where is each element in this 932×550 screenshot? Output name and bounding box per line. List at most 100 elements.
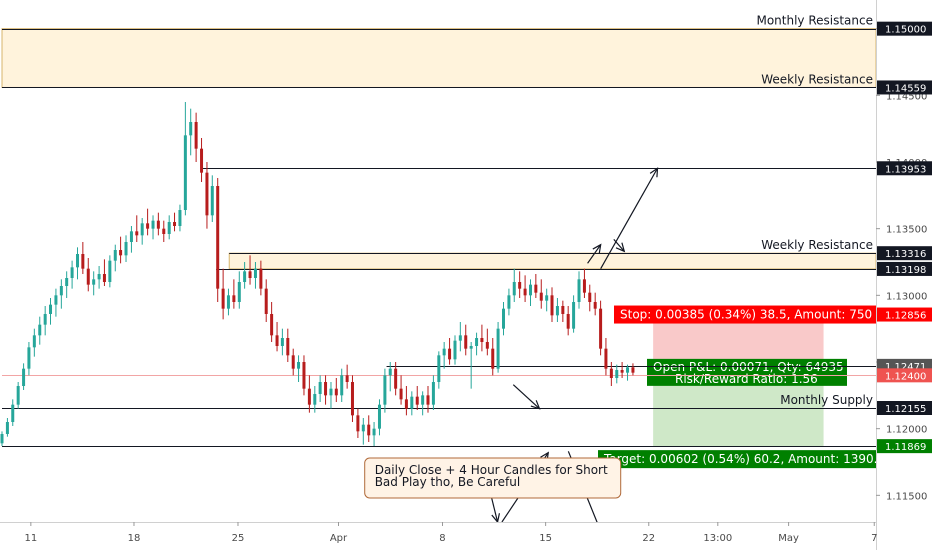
x-tick-label: 8	[439, 533, 445, 544]
candle-body	[426, 395, 430, 405]
candle-body	[502, 308, 506, 329]
candle-body	[86, 268, 90, 285]
line-labels-layer: Monthly Resistance Weekly Resistance Weekl…	[756, 14, 873, 407]
price-tag-text: 1.15000	[885, 25, 926, 36]
arrow-head	[592, 243, 602, 254]
candle-body	[626, 367, 630, 373]
candle-body	[194, 122, 198, 149]
arrow-line	[512, 384, 540, 410]
candle-body	[189, 122, 193, 136]
candle-body	[92, 279, 96, 285]
candle-body	[221, 288, 225, 309]
x-tick-label: Apr	[330, 533, 348, 544]
candle-body	[32, 335, 36, 348]
candle-body	[372, 428, 376, 436]
candle-body	[480, 338, 484, 342]
x-tick-label: 11	[24, 533, 37, 544]
candle-body	[291, 355, 295, 369]
candle-body	[404, 399, 408, 409]
candle-body	[491, 348, 495, 369]
price-tag-text: 1.13953	[885, 164, 926, 175]
candle-body	[529, 284, 533, 296]
candle-body	[458, 335, 462, 341]
candle-body	[367, 424, 371, 436]
candles-layer	[0, 102, 635, 446]
candle-body	[270, 314, 274, 336]
arrow-line	[613, 238, 625, 252]
candle-body	[210, 186, 214, 216]
x-tick-label: 18	[128, 533, 141, 544]
candle-body	[361, 424, 365, 432]
candle-body	[167, 222, 171, 234]
candle-body	[582, 279, 586, 293]
time-axis-bg	[0, 522, 876, 550]
price-tag	[877, 161, 932, 176]
rr-text: Risk/Reward Ratio: 1.56	[675, 372, 818, 386]
candle-body	[383, 375, 387, 405]
candle-body	[545, 295, 549, 301]
candle-body	[599, 308, 603, 349]
candle-body	[550, 295, 554, 316]
arrow-head	[649, 167, 659, 178]
candle-body	[11, 404, 15, 422]
candle-body	[512, 282, 516, 296]
price-tag	[877, 246, 932, 261]
price-tag	[877, 261, 932, 276]
candle-body	[593, 302, 597, 309]
resistance-zone	[228, 252, 877, 270]
candle-body	[555, 306, 559, 316]
note-text: Daily Close + 4 Hour Candles for Short	[375, 463, 608, 477]
x-tick-label: 15	[539, 533, 552, 544]
candle-body	[469, 346, 473, 349]
candle-body	[350, 382, 354, 416]
y-tick-label: 1.11500	[886, 491, 927, 502]
candle-body	[485, 342, 489, 349]
candle-body	[59, 286, 63, 296]
x-tick-label: 7	[871, 533, 877, 544]
x-tick-label: 22	[642, 533, 655, 544]
time-axis[interactable]: 11 18 25 Apr 8 15 22 13:00 May 7	[0, 522, 877, 550]
candle-body	[399, 388, 403, 400]
y-tick-label: 1.13000	[886, 291, 927, 302]
candle-body	[453, 340, 457, 360]
candle-body	[388, 368, 392, 376]
candle-body	[140, 223, 144, 236]
price-tag-text: 1.13198	[885, 265, 926, 276]
price-tag-text: 1.12400	[885, 371, 926, 382]
price-tag	[877, 368, 932, 383]
candle-body	[410, 396, 414, 409]
note-box	[364, 457, 622, 499]
note-layer: Daily Close + 4 Hour Candles for ShortBa…	[364, 457, 622, 499]
candle-body	[280, 338, 284, 346]
candle-body	[16, 386, 20, 405]
price-tag	[877, 21, 932, 36]
zones-layer	[1, 28, 877, 270]
candle-body	[561, 306, 565, 314]
candle-body	[22, 368, 26, 386]
candle-body	[437, 355, 441, 382]
candle-body	[345, 375, 349, 382]
candle-body	[173, 222, 177, 226]
candle-body	[475, 338, 479, 346]
candle-body	[313, 394, 317, 405]
price-tag-text: 1.12856	[885, 311, 926, 322]
note-text: Bad Play tho, Be Careful	[375, 475, 521, 489]
candle-body	[76, 254, 80, 268]
price-tag	[877, 401, 932, 415]
candle-body	[421, 395, 425, 405]
candle-body	[442, 348, 446, 356]
candle-body	[248, 271, 252, 278]
target-label-box	[598, 450, 876, 469]
level-label: Weekly Resistance	[761, 238, 873, 252]
candle-body	[609, 368, 613, 378]
y-tick-label: 1.12000	[886, 425, 927, 436]
candle-body	[631, 367, 635, 373]
candle-body	[70, 267, 74, 278]
candle-body	[620, 370, 624, 373]
candle-body	[146, 223, 150, 229]
candle-body	[232, 295, 236, 302]
candle-body	[275, 335, 279, 346]
resistance-zone	[1, 28, 877, 88]
candle-body	[38, 324, 42, 336]
